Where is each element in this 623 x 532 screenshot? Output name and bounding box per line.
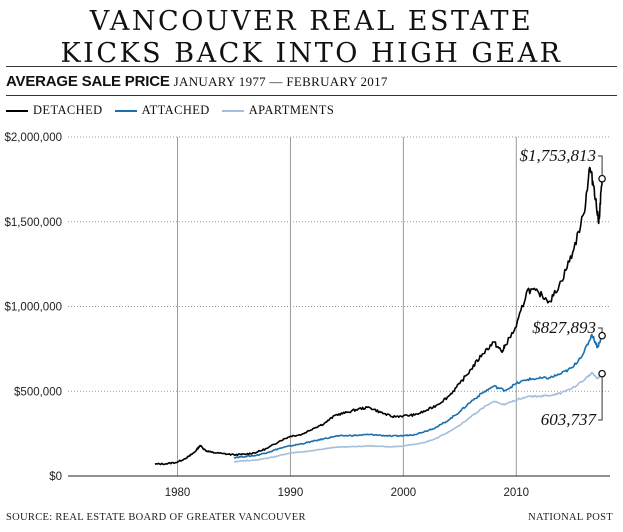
chart-subtitle: AVERAGE SALE PRICE JANUARY 1977 — FEBRUAR… (6, 73, 388, 91)
legend: DETACHED ATTACHED APARTMENTS (6, 103, 334, 118)
legend-label-apartments: APARTMENTS (248, 103, 335, 117)
annotation-label: 603,737 (541, 410, 598, 429)
annotation-label: $1,753,813 (520, 146, 597, 165)
legend-item-attached: ATTACHED (114, 103, 210, 118)
legend-label-detached: DETACHED (33, 103, 103, 117)
annotation-marker (598, 331, 606, 340)
title-rule (6, 66, 617, 67)
annotation-marker (598, 174, 606, 183)
y-tick-label: $1,500,000 (4, 217, 62, 229)
y-tick-label: $2,000,000 (4, 132, 62, 144)
legend-swatch-attached (114, 109, 137, 112)
subtitle-date-range: JANUARY 1977 — FEBRUARY 2017 (173, 74, 388, 89)
annotation-marker (598, 369, 606, 378)
annotation-leader (598, 155, 603, 179)
y-tick-label: $0 (49, 471, 62, 483)
legend-swatch-apartments (221, 109, 244, 112)
chart-title: VANCOUVER REAL ESTATE KICKS BACK INTO HI… (0, 6, 623, 70)
title-line-2: KICKS BACK INTO HIGH GEAR (60, 38, 563, 69)
series-line-apartments (233, 371, 603, 463)
y-tick-label: $500,000 (14, 386, 62, 398)
annotation-label: $827,893 (532, 318, 596, 337)
x-tick-label: 2000 (391, 487, 417, 499)
x-tick-label: 1990 (278, 487, 304, 499)
source-note: SOURCE: REAL ESTATE BOARD OF GREATER VAN… (6, 512, 306, 523)
subtitle-bold: AVERAGE SALE PRICE (6, 73, 170, 90)
legend-item-detached: DETACHED (6, 103, 103, 118)
subtitle-rule (6, 95, 617, 96)
y-tick-label: $1,000,000 (4, 302, 62, 314)
legend-item-apartments: APARTMENTS (221, 103, 335, 118)
legend-label-attached: ATTACHED (141, 103, 210, 117)
publisher-credit: NATIONAL POST (528, 512, 613, 523)
x-tick-label: 2010 (503, 487, 529, 499)
legend-swatch-detached (6, 109, 28, 112)
series-line-detached (154, 166, 603, 466)
annotation-leader (598, 373, 603, 421)
x-tick-label: 1980 (165, 487, 191, 499)
series-line-attached (233, 333, 603, 459)
title-line-1: VANCOUVER REAL ESTATE (89, 6, 534, 37)
